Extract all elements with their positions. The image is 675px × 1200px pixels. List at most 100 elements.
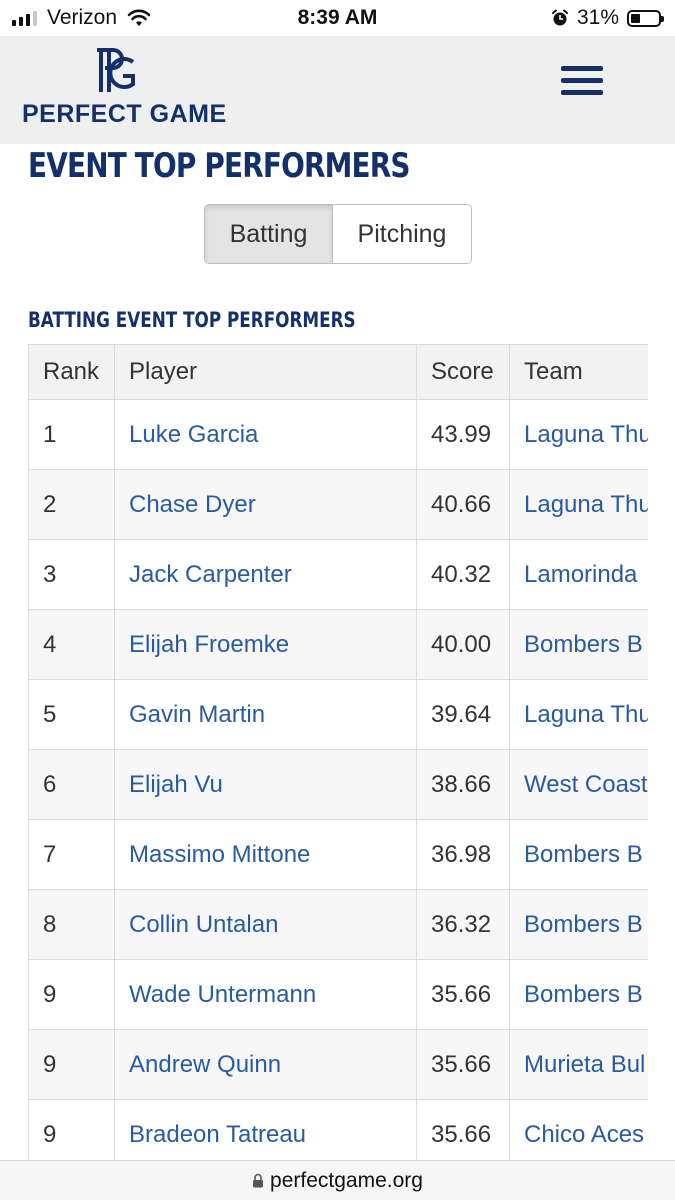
table-row: 5 Gavin Martin 39.64 Laguna Thu	[28, 679, 648, 750]
team-cell: West Coast	[509, 749, 648, 820]
table-row: 8 Collin Untalan 36.32 Bombers B	[28, 889, 648, 960]
rank-cell: 8	[28, 889, 115, 960]
table-row: 4 Elijah Froemke 40.00 Bombers B	[28, 609, 648, 680]
rank-cell: 2	[28, 469, 115, 540]
player-cell: Collin Untalan	[114, 889, 417, 960]
team-header[interactable]: Team	[509, 344, 648, 400]
table-row: 6 Elijah Vu 38.66 West Coast	[28, 749, 648, 820]
wifi-icon	[127, 9, 151, 26]
score-cell: 35.66	[416, 1099, 510, 1160]
score-cell: 36.32	[416, 889, 510, 960]
player-link[interactable]: Elijah Vu	[129, 770, 223, 798]
browser-url-bar[interactable]: perfectgame.org	[0, 1160, 675, 1200]
player-cell: Wade Untermann	[114, 959, 417, 1030]
table-row: 9 Andrew Quinn 35.66 Murieta Bul	[28, 1029, 648, 1100]
table-row: 7 Massimo Mittone 36.98 Bombers B	[28, 819, 648, 890]
rank-cell: 1	[28, 399, 115, 470]
team-cell: Laguna Thu	[509, 469, 648, 540]
player-link[interactable]: Bradeon Tatreau	[129, 1120, 307, 1148]
team-link[interactable]: Bombers B	[524, 980, 643, 1008]
score-cell: 43.99	[416, 399, 510, 470]
team-cell: Chico Aces	[509, 1099, 648, 1160]
team-link[interactable]: Laguna Thu	[524, 490, 648, 518]
team-cell: Murieta Bul	[509, 1029, 648, 1100]
batting-button[interactable]: Batting	[205, 205, 333, 263]
status-left: Verizon	[12, 6, 151, 30]
team-link[interactable]: Laguna Thu	[524, 700, 648, 728]
table-row: 9 Wade Untermann 35.66 Bombers B	[28, 959, 648, 1030]
player-link[interactable]: Gavin Martin	[129, 700, 266, 728]
status-time: 8:39 AM	[297, 6, 378, 29]
table-header-row: Rank Player Score Team	[28, 344, 648, 400]
page-title: EVENT TOP PERFORMERS	[28, 146, 411, 186]
score-cell: 36.98	[416, 819, 510, 890]
player-cell: Jack Carpenter	[114, 539, 417, 610]
player-cell: Gavin Martin	[114, 679, 417, 750]
player-cell: Bradeon Tatreau	[114, 1099, 417, 1160]
performers-table-container[interactable]: Rank Player Score Team 1 Luke Garcia 43.…	[28, 344, 648, 1160]
score-cell: 40.66	[416, 469, 510, 540]
player-cell: Chase Dyer	[114, 469, 417, 540]
battery-icon	[627, 9, 664, 27]
player-link[interactable]: Luke Garcia	[129, 420, 259, 448]
logo-text: PERFECT GAME	[22, 100, 227, 128]
rank-cell: 3	[28, 539, 115, 610]
site-header: PERFECT GAME	[0, 36, 675, 144]
player-header[interactable]: Player	[114, 344, 417, 400]
team-link[interactable]: Bombers B	[524, 630, 643, 658]
score-cell: 35.66	[416, 959, 510, 1030]
status-right: 31%	[551, 6, 664, 30]
rank-cell: 7	[28, 819, 115, 890]
logo[interactable]: PERFECT GAME	[22, 46, 227, 129]
signal-icon	[12, 10, 37, 26]
team-link[interactable]: Bombers B	[524, 910, 643, 938]
rank-cell: 4	[28, 609, 115, 680]
pitching-button[interactable]: Pitching	[333, 205, 471, 263]
team-cell: Bombers B	[509, 959, 648, 1030]
team-cell: Bombers B	[509, 609, 648, 680]
player-cell: Elijah Froemke	[114, 609, 417, 680]
team-cell: Bombers B	[509, 889, 648, 960]
player-link[interactable]: Jack Carpenter	[129, 560, 292, 588]
team-cell: Lamorinda	[509, 539, 648, 610]
team-link[interactable]: Lamorinda	[524, 560, 638, 588]
status-bar: Verizon 8:39 AM 31%	[0, 0, 675, 36]
carrier-name: Verizon	[47, 6, 118, 29]
player-link[interactable]: Elijah Froemke	[129, 630, 290, 658]
team-link[interactable]: Bombers B	[524, 840, 643, 868]
team-cell: Laguna Thu	[509, 399, 648, 470]
player-link[interactable]: Chase Dyer	[129, 490, 256, 518]
score-header[interactable]: Score	[416, 344, 510, 400]
table-row: 1 Luke Garcia 43.99 Laguna Thu	[28, 399, 648, 470]
player-cell: Elijah Vu	[114, 749, 417, 820]
team-link[interactable]: West Coast	[524, 770, 648, 798]
section-title: BATTING EVENT TOP PERFORMERS	[28, 308, 356, 332]
team-link[interactable]: Laguna Thu	[524, 420, 648, 448]
score-cell: 40.32	[416, 539, 510, 610]
performer-type-toggle: Batting Pitching	[204, 204, 472, 264]
team-cell: Laguna Thu	[509, 679, 648, 750]
player-cell: Luke Garcia	[114, 399, 417, 470]
player-link[interactable]: Andrew Quinn	[129, 1050, 282, 1078]
rank-cell: 6	[28, 749, 115, 820]
rank-header[interactable]: Rank	[28, 344, 115, 400]
hamburger-menu-icon[interactable]	[561, 66, 603, 102]
team-link[interactable]: Chico Aces	[524, 1120, 645, 1148]
battery-percentage: 31%	[576, 6, 619, 29]
url-text: perfectgame.org	[270, 1168, 423, 1192]
table-row: 9 Bradeon Tatreau 35.66 Chico Aces	[28, 1099, 648, 1160]
player-cell: Andrew Quinn	[114, 1029, 417, 1100]
score-cell: 35.66	[416, 1029, 510, 1100]
team-link[interactable]: Murieta Bul	[524, 1050, 646, 1078]
score-cell: 40.00	[416, 609, 510, 680]
performers-table: Rank Player Score Team 1 Luke Garcia 43.…	[28, 344, 648, 1160]
player-link[interactable]: Massimo Mittone	[129, 840, 311, 868]
rank-cell: 9	[28, 1099, 115, 1160]
rank-cell: 9	[28, 959, 115, 1030]
pg-logo-icon	[97, 48, 135, 92]
rank-cell: 9	[28, 1029, 115, 1100]
player-link[interactable]: Wade Untermann	[129, 980, 317, 1008]
lock-icon	[253, 1173, 264, 1188]
score-cell: 39.64	[416, 679, 510, 750]
player-link[interactable]: Collin Untalan	[129, 910, 279, 938]
